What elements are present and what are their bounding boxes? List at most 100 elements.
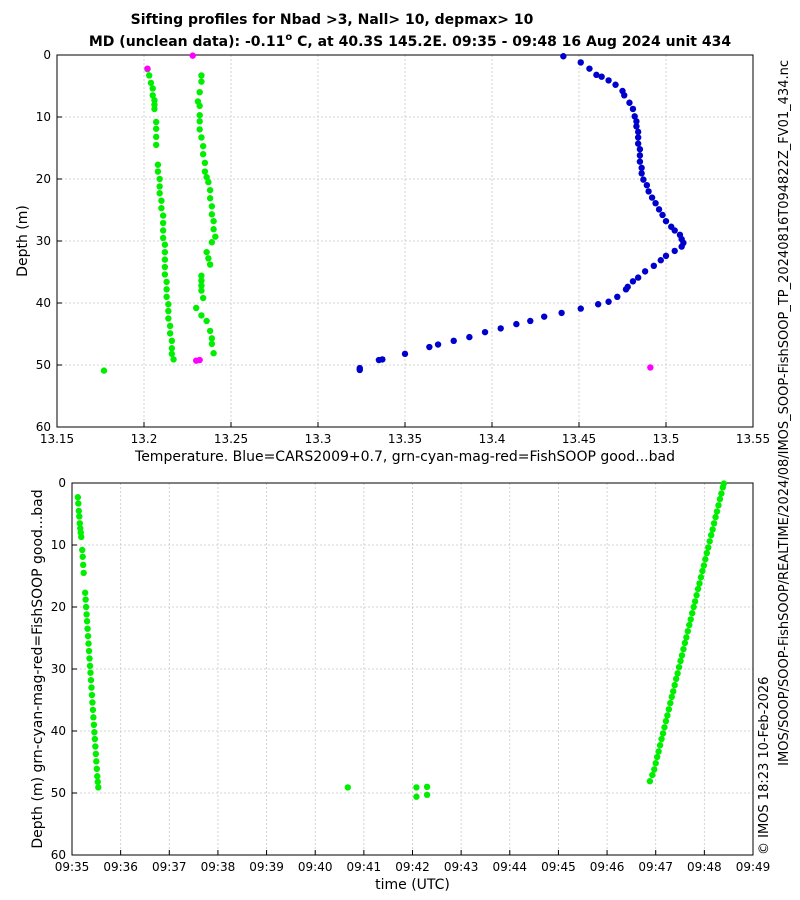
data-point <box>671 681 678 689</box>
data-point <box>156 190 163 197</box>
data-point <box>156 183 163 190</box>
data-point <box>674 670 681 677</box>
data-point <box>81 589 89 596</box>
y-axis-label: Depth (m) grn-cyan-mag-red=FishSOOP good… <box>30 489 46 848</box>
data-point <box>208 340 216 348</box>
x-tick-label: 09:46 <box>590 860 625 874</box>
data-point <box>687 616 694 623</box>
data-point <box>84 625 91 632</box>
data-point <box>668 693 675 701</box>
data-point <box>651 766 658 773</box>
data-point <box>691 598 699 605</box>
data-point <box>198 134 205 141</box>
data-point <box>655 206 663 213</box>
data-point <box>671 247 678 255</box>
data-point <box>671 227 678 234</box>
data-point <box>83 611 90 618</box>
data-point <box>75 500 82 507</box>
data-point <box>91 729 98 736</box>
data-point <box>206 261 214 268</box>
data-point <box>144 65 151 72</box>
data-point <box>605 298 612 305</box>
data-point <box>79 553 86 560</box>
data-point <box>165 301 172 308</box>
data-point <box>203 248 210 256</box>
data-point <box>152 125 160 132</box>
data-point <box>672 675 680 683</box>
data-point <box>86 655 93 662</box>
data-point <box>149 92 156 99</box>
y-tick-label: 60 <box>51 848 66 862</box>
x-tick-label: 13.55 <box>736 432 770 446</box>
plot-frame <box>56 54 754 428</box>
data-point <box>662 217 670 225</box>
data-point <box>413 793 420 800</box>
data-point <box>593 71 600 79</box>
x-tick-label: 09:45 <box>541 860 576 874</box>
data-point <box>629 278 637 285</box>
data-point <box>201 168 209 175</box>
y-tick-label: 60 <box>36 420 51 434</box>
data-point <box>94 773 101 780</box>
y-tick-label: 10 <box>36 110 51 124</box>
data-point <box>715 502 722 509</box>
data-point <box>626 99 633 106</box>
x-axis-label: Temperature. Blue=CARS2009+0.7, grn-cyan… <box>134 449 675 465</box>
data-point <box>189 52 196 59</box>
data-point <box>210 226 217 233</box>
data-point <box>614 293 621 300</box>
x-tick-label: 13.15 <box>40 432 74 446</box>
data-point <box>678 243 685 250</box>
data-point <box>152 141 160 149</box>
y-tick-label: 20 <box>36 172 51 186</box>
chart-title-line1: Sifting profiles for Nbad >3, Nall> 10, … <box>131 12 534 28</box>
x-tick-label: 13.4 <box>479 432 506 446</box>
data-point <box>82 596 89 603</box>
data-point <box>82 603 90 611</box>
series-0 <box>356 53 687 374</box>
data-point <box>344 784 352 791</box>
data-point <box>168 345 176 352</box>
data-point <box>147 79 155 87</box>
data-point <box>643 182 651 189</box>
data-point <box>667 699 674 707</box>
data-point <box>154 168 162 175</box>
data-point <box>152 133 160 141</box>
data-point <box>638 170 645 177</box>
data-point <box>699 567 706 575</box>
data-point <box>631 113 638 120</box>
x-tick-label: 09:39 <box>249 860 284 874</box>
data-point <box>677 657 684 665</box>
data-point <box>79 546 86 554</box>
data-point <box>161 248 169 256</box>
data-point <box>86 662 94 670</box>
x-tick-label: 13.25 <box>214 432 248 446</box>
y-tick-label: 0 <box>58 476 66 490</box>
data-point <box>156 175 163 183</box>
data-point <box>705 544 712 551</box>
data-point <box>697 574 705 581</box>
title-location-part: C, at 40.3S 145.2E. 09:35 - 09:48 16 Aug… <box>292 34 731 50</box>
y-tick-label: 40 <box>51 724 66 738</box>
data-point <box>686 621 693 629</box>
data-point <box>206 327 214 335</box>
data-point <box>594 301 602 308</box>
x-tick-label: 09:44 <box>492 860 527 874</box>
data-point <box>90 721 98 728</box>
series-0 <box>74 480 728 800</box>
data-point <box>658 735 665 743</box>
data-point <box>481 328 489 336</box>
data-point <box>558 309 565 317</box>
data-point <box>645 188 652 195</box>
data-point <box>652 760 659 767</box>
data-point <box>166 330 174 337</box>
x-tick-label: 13.5 <box>653 432 680 446</box>
data-point <box>709 526 716 533</box>
data-point <box>375 356 383 364</box>
data-point <box>201 159 209 167</box>
data-point <box>161 241 169 248</box>
data-point <box>80 569 87 577</box>
data-point <box>605 77 612 84</box>
x-tick-label: 09:49 <box>736 860 771 874</box>
data-point <box>196 111 203 119</box>
